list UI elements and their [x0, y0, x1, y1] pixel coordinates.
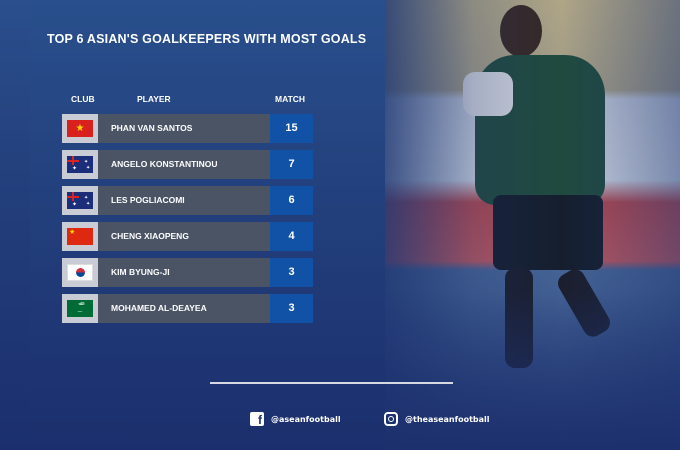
- player-name: LES POGLIACOMI: [98, 186, 270, 215]
- saudi-arabia-flag-icon: ﷲ —: [62, 294, 98, 323]
- facebook-icon: f: [250, 412, 264, 427]
- player-name: PHAN VAN SANTOS: [98, 114, 270, 143]
- goalkeeper-photo: [385, 0, 680, 450]
- vietnam-flag-icon: ★: [62, 114, 98, 143]
- header-player: PLAYER: [137, 94, 171, 104]
- match-count: 3: [270, 294, 313, 323]
- page-title: TOP 6 ASIAN'S GOALKEEPERS WITH MOST GOAL…: [47, 32, 367, 46]
- table-row: ★ PHAN VAN SANTOS 15: [62, 114, 313, 143]
- facebook-link[interactable]: f @aseanfootball: [250, 412, 341, 427]
- south-korea-flag-icon: [62, 258, 98, 287]
- facebook-handle: @aseanfootball: [271, 414, 341, 424]
- divider: [210, 382, 453, 384]
- match-count: 4: [270, 222, 313, 251]
- australia-flag-icon: ✦ ✦ ✦: [62, 186, 98, 215]
- table-row: ✦ ✦ ✦ LES POGLIACOMI 6: [62, 186, 313, 215]
- match-count: 7: [270, 150, 313, 179]
- australia-flag-icon: ✦ ✦ ✦: [62, 150, 98, 179]
- player-name: MOHAMED AL-DEAYEA: [98, 294, 270, 323]
- match-count: 15: [270, 114, 313, 143]
- instagram-link[interactable]: @theaseanfootball: [384, 412, 490, 426]
- match-count: 3: [270, 258, 313, 287]
- instagram-handle: @theaseanfootball: [405, 414, 490, 424]
- header-club: CLUB: [71, 94, 95, 104]
- table-row: KIM BYUNG-JI 3: [62, 258, 313, 287]
- table-row: ✦ ✦ ✦ ANGELO KONSTANTINOU 7: [62, 150, 313, 179]
- china-flag-icon: ★: [62, 222, 98, 251]
- player-name: CHENG XIAOPENG: [98, 222, 270, 251]
- player-name: KIM BYUNG-JI: [98, 258, 270, 287]
- table-row: ★ CHENG XIAOPENG 4: [62, 222, 313, 251]
- instagram-icon: [384, 412, 398, 426]
- match-count: 6: [270, 186, 313, 215]
- player-name: ANGELO KONSTANTINOU: [98, 150, 270, 179]
- table-row: ﷲ — MOHAMED AL-DEAYEA 3: [62, 294, 313, 323]
- header-match: MATCH: [275, 94, 306, 104]
